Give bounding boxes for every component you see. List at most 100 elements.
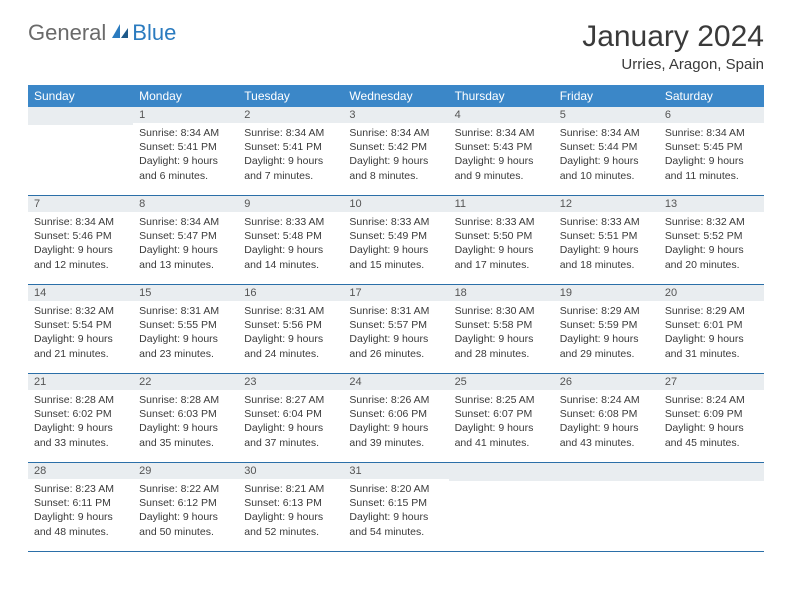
page-header: General Blue January 2024 Urries, Aragon… xyxy=(28,20,764,73)
day-number: 2 xyxy=(238,107,343,123)
day-details: Sunrise: 8:34 AMSunset: 5:41 PMDaylight:… xyxy=(238,123,343,189)
day-details: Sunrise: 8:28 AMSunset: 6:02 PMDaylight:… xyxy=(28,390,133,456)
day-cell-5: 5Sunrise: 8:34 AMSunset: 5:44 PMDaylight… xyxy=(554,107,659,196)
day-cell-29: 29Sunrise: 8:22 AMSunset: 6:12 PMDayligh… xyxy=(133,463,238,552)
day-details: Sunrise: 8:29 AMSunset: 6:01 PMDaylight:… xyxy=(659,301,764,367)
day-number: 5 xyxy=(554,107,659,123)
day-cell-1: 1Sunrise: 8:34 AMSunset: 5:41 PMDaylight… xyxy=(133,107,238,196)
day-details: Sunrise: 8:32 AMSunset: 5:54 PMDaylight:… xyxy=(28,301,133,367)
day-cell-17: 17Sunrise: 8:31 AMSunset: 5:57 PMDayligh… xyxy=(343,285,448,374)
day-number: 10 xyxy=(343,196,448,212)
day-number: 25 xyxy=(449,374,554,390)
day-cell-16: 16Sunrise: 8:31 AMSunset: 5:56 PMDayligh… xyxy=(238,285,343,374)
day-number xyxy=(28,107,133,125)
day-number: 24 xyxy=(343,374,448,390)
day-number: 28 xyxy=(28,463,133,479)
day-details: Sunrise: 8:24 AMSunset: 6:09 PMDaylight:… xyxy=(659,390,764,456)
day-cell-9: 9Sunrise: 8:33 AMSunset: 5:48 PMDaylight… xyxy=(238,196,343,285)
day-details: Sunrise: 8:31 AMSunset: 5:57 PMDaylight:… xyxy=(343,301,448,367)
day-details: Sunrise: 8:33 AMSunset: 5:48 PMDaylight:… xyxy=(238,212,343,278)
day-details: Sunrise: 8:34 AMSunset: 5:43 PMDaylight:… xyxy=(449,123,554,189)
day-number: 3 xyxy=(343,107,448,123)
day-details: Sunrise: 8:24 AMSunset: 6:08 PMDaylight:… xyxy=(554,390,659,456)
day-details: Sunrise: 8:34 AMSunset: 5:45 PMDaylight:… xyxy=(659,123,764,189)
day-details: Sunrise: 8:26 AMSunset: 6:06 PMDaylight:… xyxy=(343,390,448,456)
day-number: 9 xyxy=(238,196,343,212)
weekday-tuesday: Tuesday xyxy=(238,85,343,107)
day-cell-12: 12Sunrise: 8:33 AMSunset: 5:51 PMDayligh… xyxy=(554,196,659,285)
day-details: Sunrise: 8:23 AMSunset: 6:11 PMDaylight:… xyxy=(28,479,133,545)
sail-icon xyxy=(110,22,130,45)
day-details: Sunrise: 8:22 AMSunset: 6:12 PMDaylight:… xyxy=(133,479,238,545)
day-number: 16 xyxy=(238,285,343,301)
weekday-wednesday: Wednesday xyxy=(343,85,448,107)
day-number: 30 xyxy=(238,463,343,479)
day-cell-2: 2Sunrise: 8:34 AMSunset: 5:41 PMDaylight… xyxy=(238,107,343,196)
day-number: 11 xyxy=(449,196,554,212)
day-details: Sunrise: 8:33 AMSunset: 5:49 PMDaylight:… xyxy=(343,212,448,278)
day-number: 13 xyxy=(659,196,764,212)
day-number: 27 xyxy=(659,374,764,390)
day-number: 17 xyxy=(343,285,448,301)
day-cell-empty xyxy=(449,463,554,552)
day-number: 6 xyxy=(659,107,764,123)
calendar-body: 1Sunrise: 8:34 AMSunset: 5:41 PMDaylight… xyxy=(28,107,764,552)
day-cell-30: 30Sunrise: 8:21 AMSunset: 6:13 PMDayligh… xyxy=(238,463,343,552)
day-cell-15: 15Sunrise: 8:31 AMSunset: 5:55 PMDayligh… xyxy=(133,285,238,374)
day-number: 31 xyxy=(343,463,448,479)
day-cell-19: 19Sunrise: 8:29 AMSunset: 5:59 PMDayligh… xyxy=(554,285,659,374)
day-number: 4 xyxy=(449,107,554,123)
day-cell-6: 6Sunrise: 8:34 AMSunset: 5:45 PMDaylight… xyxy=(659,107,764,196)
day-cell-26: 26Sunrise: 8:24 AMSunset: 6:08 PMDayligh… xyxy=(554,374,659,463)
day-number: 1 xyxy=(133,107,238,123)
weekday-header-row: SundayMondayTuesdayWednesdayThursdayFrid… xyxy=(28,85,764,107)
calendar-row: 14Sunrise: 8:32 AMSunset: 5:54 PMDayligh… xyxy=(28,285,764,374)
day-number: 14 xyxy=(28,285,133,301)
day-cell-21: 21Sunrise: 8:28 AMSunset: 6:02 PMDayligh… xyxy=(28,374,133,463)
day-details: Sunrise: 8:28 AMSunset: 6:03 PMDaylight:… xyxy=(133,390,238,456)
weekday-thursday: Thursday xyxy=(449,85,554,107)
day-number: 18 xyxy=(449,285,554,301)
day-number: 7 xyxy=(28,196,133,212)
calendar-row: 7Sunrise: 8:34 AMSunset: 5:46 PMDaylight… xyxy=(28,196,764,285)
day-details: Sunrise: 8:31 AMSunset: 5:55 PMDaylight:… xyxy=(133,301,238,367)
day-cell-13: 13Sunrise: 8:32 AMSunset: 5:52 PMDayligh… xyxy=(659,196,764,285)
day-cell-18: 18Sunrise: 8:30 AMSunset: 5:58 PMDayligh… xyxy=(449,285,554,374)
calendar-row: 21Sunrise: 8:28 AMSunset: 6:02 PMDayligh… xyxy=(28,374,764,463)
day-number: 23 xyxy=(238,374,343,390)
day-number: 29 xyxy=(133,463,238,479)
day-details: Sunrise: 8:31 AMSunset: 5:56 PMDaylight:… xyxy=(238,301,343,367)
day-number xyxy=(449,463,554,481)
day-details: Sunrise: 8:33 AMSunset: 5:51 PMDaylight:… xyxy=(554,212,659,278)
day-number: 21 xyxy=(28,374,133,390)
day-number xyxy=(554,463,659,481)
day-number: 26 xyxy=(554,374,659,390)
day-details: Sunrise: 8:34 AMSunset: 5:41 PMDaylight:… xyxy=(133,123,238,189)
day-cell-22: 22Sunrise: 8:28 AMSunset: 6:03 PMDayligh… xyxy=(133,374,238,463)
day-number: 8 xyxy=(133,196,238,212)
day-details: Sunrise: 8:30 AMSunset: 5:58 PMDaylight:… xyxy=(449,301,554,367)
weekday-sunday: Sunday xyxy=(28,85,133,107)
day-cell-23: 23Sunrise: 8:27 AMSunset: 6:04 PMDayligh… xyxy=(238,374,343,463)
day-details: Sunrise: 8:27 AMSunset: 6:04 PMDaylight:… xyxy=(238,390,343,456)
day-details: Sunrise: 8:34 AMSunset: 5:46 PMDaylight:… xyxy=(28,212,133,278)
day-details: Sunrise: 8:25 AMSunset: 6:07 PMDaylight:… xyxy=(449,390,554,456)
title-block: January 2024 Urries, Aragon, Spain xyxy=(582,20,764,73)
day-details: Sunrise: 8:33 AMSunset: 5:50 PMDaylight:… xyxy=(449,212,554,278)
day-number: 22 xyxy=(133,374,238,390)
month-title: January 2024 xyxy=(582,20,764,54)
day-cell-10: 10Sunrise: 8:33 AMSunset: 5:49 PMDayligh… xyxy=(343,196,448,285)
day-cell-4: 4Sunrise: 8:34 AMSunset: 5:43 PMDaylight… xyxy=(449,107,554,196)
day-details: Sunrise: 8:34 AMSunset: 5:44 PMDaylight:… xyxy=(554,123,659,189)
day-details: Sunrise: 8:34 AMSunset: 5:47 PMDaylight:… xyxy=(133,212,238,278)
day-details: Sunrise: 8:32 AMSunset: 5:52 PMDaylight:… xyxy=(659,212,764,278)
brand-logo: General Blue xyxy=(28,20,176,46)
day-cell-27: 27Sunrise: 8:24 AMSunset: 6:09 PMDayligh… xyxy=(659,374,764,463)
weekday-monday: Monday xyxy=(133,85,238,107)
day-cell-3: 3Sunrise: 8:34 AMSunset: 5:42 PMDaylight… xyxy=(343,107,448,196)
day-cell-20: 20Sunrise: 8:29 AMSunset: 6:01 PMDayligh… xyxy=(659,285,764,374)
day-cell-11: 11Sunrise: 8:33 AMSunset: 5:50 PMDayligh… xyxy=(449,196,554,285)
location-text: Urries, Aragon, Spain xyxy=(582,56,764,73)
day-number: 15 xyxy=(133,285,238,301)
day-details: Sunrise: 8:20 AMSunset: 6:15 PMDaylight:… xyxy=(343,479,448,545)
